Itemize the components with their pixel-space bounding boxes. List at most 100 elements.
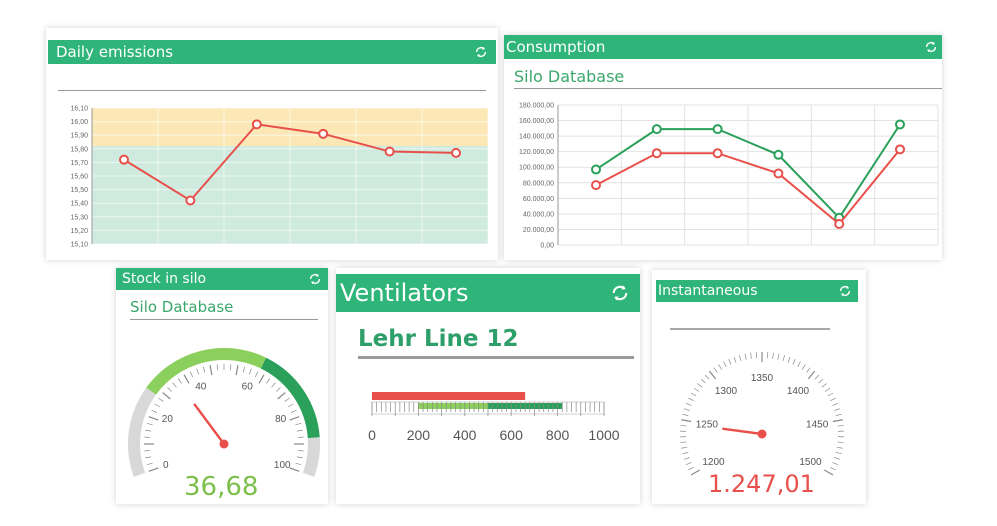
gauge-hub bbox=[757, 429, 767, 439]
gauge-tick bbox=[289, 416, 300, 421]
gauge-tick bbox=[209, 365, 213, 376]
data-point bbox=[651, 124, 662, 135]
y-tick-label: 15,40 bbox=[70, 201, 88, 208]
gauge-tick bbox=[713, 367, 718, 373]
instantaneous-panel: Instantaneous 1200 1250 1300 1350 1400 1450 15… bbox=[652, 270, 866, 504]
gauge-tick bbox=[177, 378, 182, 384]
refresh-icon[interactable] bbox=[474, 45, 488, 59]
gauge-tick bbox=[681, 419, 692, 423]
data-point bbox=[712, 148, 723, 159]
gauge-tick bbox=[836, 446, 843, 449]
gauge-label: 1450 bbox=[806, 419, 829, 430]
gauge-needle bbox=[193, 403, 225, 445]
gauge-tick bbox=[681, 446, 688, 449]
ventilators-subtitle: Lehr Line 12 bbox=[358, 326, 519, 352]
gauge-tick bbox=[688, 397, 694, 401]
gauge-tick bbox=[814, 374, 820, 380]
gauge-tick bbox=[158, 397, 164, 402]
ventilators-divider bbox=[358, 356, 634, 359]
gauge-label: 40 bbox=[195, 382, 207, 393]
gauge-tick bbox=[297, 450, 304, 452]
gauge-label: 1300 bbox=[715, 386, 738, 397]
gauge-tick bbox=[248, 368, 252, 375]
y-tick-label: 15,80 bbox=[70, 146, 88, 153]
data-point bbox=[119, 154, 129, 165]
y-tick-label: 15,60 bbox=[70, 174, 88, 181]
gauge-tick bbox=[693, 387, 700, 392]
data-point bbox=[251, 119, 262, 130]
y-tick-label: 80.000,00 bbox=[523, 180, 554, 187]
gauge-tick bbox=[683, 457, 690, 460]
gauge-tick bbox=[295, 462, 302, 466]
data-point bbox=[895, 119, 905, 130]
gauge-label: 1500 bbox=[799, 457, 822, 468]
gauge-tick bbox=[827, 392, 834, 397]
gauge-tick bbox=[818, 378, 824, 384]
y-tick-label: 120.000,00 bbox=[519, 149, 554, 156]
gauge-tick bbox=[739, 355, 742, 362]
instantaneous-title: Instantaneous bbox=[658, 283, 758, 299]
gauge-tick bbox=[183, 374, 190, 384]
gauge-label: 0 bbox=[163, 460, 169, 471]
gauge-tick bbox=[144, 436, 151, 438]
y-tick-label: 15,70 bbox=[70, 160, 88, 167]
gauge-tick bbox=[824, 387, 831, 392]
gauge-tick bbox=[830, 397, 836, 401]
gauge-tick bbox=[230, 364, 232, 371]
gauge-tick bbox=[148, 467, 159, 472]
stock-panel: Stock in silo Silo Database 0 20 40 60 80 100… bbox=[116, 268, 328, 504]
scale-label: 400 bbox=[453, 427, 477, 443]
gauge-tick bbox=[172, 382, 177, 388]
gauge-tick bbox=[189, 371, 194, 378]
gauge-label: 80 bbox=[275, 414, 287, 425]
gauge-tick bbox=[276, 387, 281, 392]
ventilators-scale: 0 200 400 600 800 1000 bbox=[368, 392, 620, 443]
refresh-icon[interactable] bbox=[308, 272, 322, 286]
y-tick-label: 15,50 bbox=[70, 187, 88, 194]
gauge-tick bbox=[728, 358, 732, 365]
gauge-tick bbox=[287, 403, 294, 408]
gauge-tick bbox=[297, 436, 304, 438]
gauge-tick bbox=[801, 364, 806, 370]
gauge-label: 100 bbox=[274, 460, 291, 471]
gauge-tick bbox=[258, 374, 265, 384]
gauge-tick bbox=[271, 382, 276, 388]
gauge-tick bbox=[289, 467, 300, 472]
gauge-tick bbox=[146, 422, 153, 426]
gauge-tick bbox=[837, 441, 844, 443]
gauge-tick bbox=[682, 452, 689, 455]
gauge-tick bbox=[821, 383, 827, 388]
daily-emissions-divider bbox=[58, 90, 486, 91]
stock-gauge: 0 20 40 60 80 100 bbox=[128, 348, 320, 477]
stock-header: Stock in silo bbox=[116, 268, 328, 290]
y-tick-label: 16,10 bbox=[70, 106, 88, 113]
gauge-tick bbox=[683, 408, 690, 411]
gauge-label: 20 bbox=[162, 414, 174, 425]
gauge-tick bbox=[235, 365, 239, 376]
refresh-icon[interactable] bbox=[924, 40, 938, 54]
y-tick-label: 100.000,00 bbox=[519, 165, 554, 172]
gauge-band-1 bbox=[146, 348, 267, 395]
gauge-label: 1250 bbox=[696, 419, 719, 430]
gauge-tick bbox=[690, 392, 697, 397]
y-tick-label: 16,00 bbox=[70, 119, 88, 126]
ventilator-band-green bbox=[418, 403, 488, 409]
gauge-tick bbox=[685, 462, 692, 466]
daily-emissions-title: Daily emissions bbox=[56, 43, 174, 61]
y-tick-label: 20.000,00 bbox=[523, 227, 554, 234]
gauge-tick bbox=[284, 397, 290, 402]
gauge-tick bbox=[146, 462, 153, 466]
instantaneous-divider bbox=[670, 328, 830, 330]
refresh-icon[interactable] bbox=[610, 283, 630, 303]
ventilator-bar bbox=[372, 392, 526, 400]
gauge-tick bbox=[824, 469, 834, 476]
gauge-tick bbox=[690, 469, 700, 476]
refresh-icon[interactable] bbox=[838, 284, 852, 298]
gauge-tick bbox=[832, 419, 843, 423]
gauge-tick bbox=[688, 467, 694, 471]
gauge-tick bbox=[680, 425, 687, 427]
data-point bbox=[451, 147, 461, 158]
scale-label: 200 bbox=[407, 427, 431, 443]
consumption-title: Consumption bbox=[506, 38, 606, 56]
ventilators-title: Ventilators bbox=[340, 279, 469, 307]
